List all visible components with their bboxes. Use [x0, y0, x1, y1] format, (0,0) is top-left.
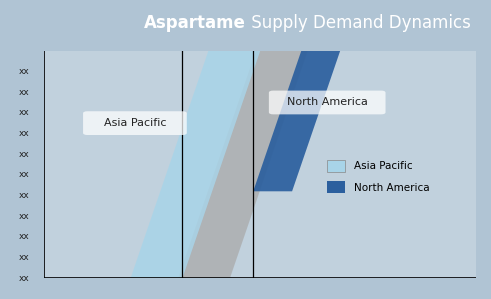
Text: xx: xx	[18, 212, 29, 221]
Text: xx: xx	[18, 232, 29, 241]
FancyBboxPatch shape	[269, 91, 385, 114]
Text: xx: xx	[18, 274, 29, 283]
Text: xx: xx	[18, 191, 29, 200]
Text: Supply Demand Dynamics: Supply Demand Dynamics	[246, 14, 470, 32]
Text: xx: xx	[18, 170, 29, 179]
Text: Asia Pacific: Asia Pacific	[104, 118, 166, 128]
Polygon shape	[253, 51, 340, 191]
Text: xx: xx	[18, 129, 29, 138]
Text: North America: North America	[287, 97, 368, 107]
Text: xx: xx	[18, 108, 29, 117]
FancyBboxPatch shape	[44, 51, 476, 278]
Text: xx: xx	[18, 253, 29, 262]
Polygon shape	[131, 51, 260, 278]
Legend: Asia Pacific, North America: Asia Pacific, North America	[322, 155, 435, 198]
Text: xx: xx	[18, 88, 29, 97]
Text: xx: xx	[18, 67, 29, 76]
Text: xx: xx	[18, 150, 29, 159]
Polygon shape	[178, 51, 308, 278]
Text: Aspartame: Aspartame	[144, 14, 246, 32]
FancyBboxPatch shape	[83, 111, 187, 135]
